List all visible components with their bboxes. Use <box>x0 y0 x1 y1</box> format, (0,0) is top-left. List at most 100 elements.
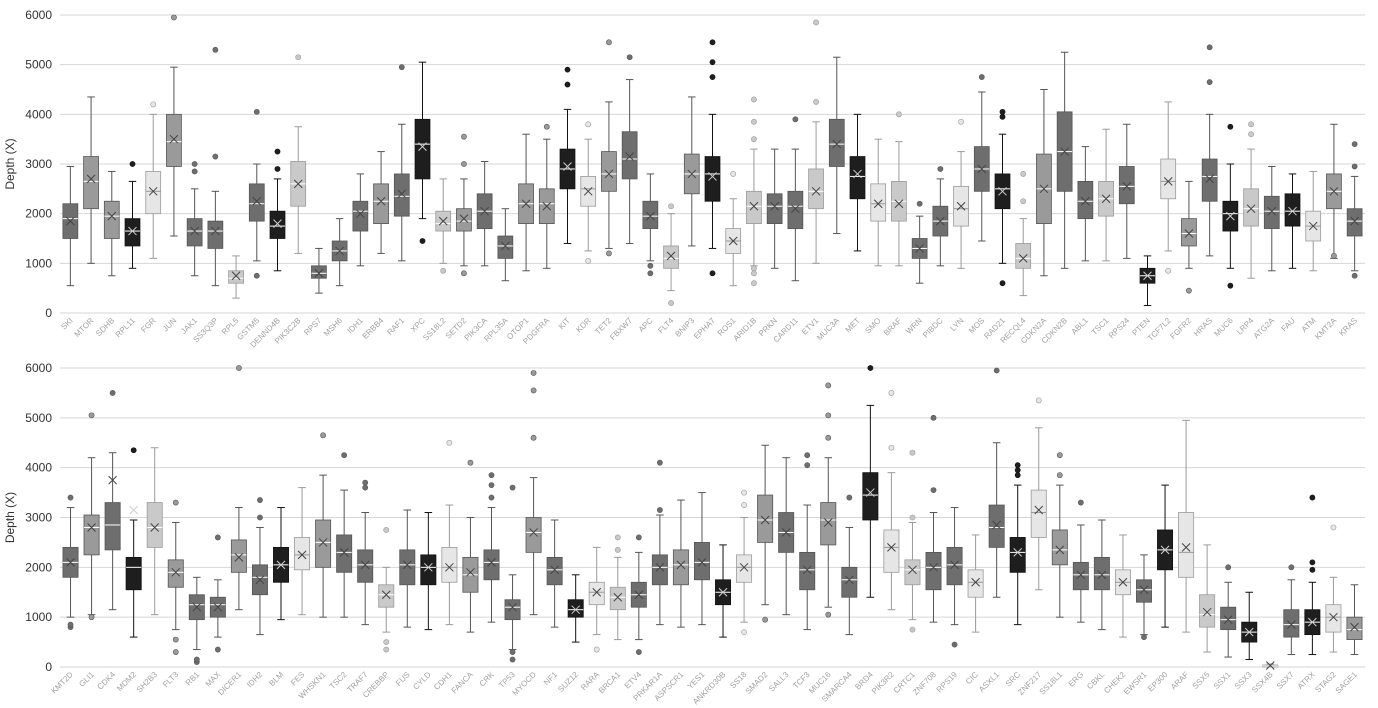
box-kmt2d <box>62 494 79 631</box>
x-tick-label: FLT3 <box>161 670 181 690</box>
outlier-point <box>488 494 495 501</box>
mean-marker <box>529 528 538 537</box>
mean-marker <box>542 201 552 211</box>
box-ss18 <box>736 489 753 636</box>
x-tick-label: EP300 <box>1146 670 1170 694</box>
x-tick-label: SDHB <box>94 316 116 338</box>
box-flt3 <box>167 499 184 655</box>
mean-marker <box>129 505 139 515</box>
outlier-point <box>383 646 390 653</box>
outlier-point <box>792 116 799 123</box>
outlier-point <box>916 200 923 207</box>
box-rad21 <box>994 108 1011 287</box>
outlier-point <box>1077 499 1084 506</box>
box-mos <box>973 74 990 242</box>
box-dicer1 <box>230 365 247 611</box>
box-iqr <box>167 559 184 588</box>
mean-marker <box>487 557 496 567</box>
outlier-point <box>440 267 447 274</box>
box-smo <box>870 138 887 267</box>
box-iqr <box>399 549 416 586</box>
box-iqr <box>787 190 804 229</box>
outlier-point <box>564 81 571 88</box>
x-tick-label: ARAF <box>1169 670 1191 692</box>
outlier-point <box>1330 524 1337 531</box>
box-ss3q3p <box>207 46 224 287</box>
box-iqr <box>125 556 142 591</box>
box-kit <box>559 66 576 244</box>
box-cdkn2b <box>1056 51 1073 269</box>
box-iqr <box>104 502 121 551</box>
box-pdgfra <box>538 123 555 269</box>
outlier-point <box>109 390 116 396</box>
box-kdr <box>580 121 597 264</box>
outlier-point <box>593 646 600 653</box>
outlier-point <box>1225 564 1232 571</box>
box-iqr <box>704 156 721 202</box>
box-kmt2a <box>1326 123 1342 259</box>
box-raf1 <box>393 64 410 262</box>
x-tick-label: APC <box>637 316 655 334</box>
box-iqr <box>1160 158 1177 200</box>
box-recql4 <box>1015 171 1032 297</box>
box-iqr <box>1243 188 1259 227</box>
box-flt4 <box>663 203 679 306</box>
mean-marker <box>276 560 286 570</box>
outlier-point <box>320 432 327 439</box>
box-brd4 <box>862 365 879 598</box>
outlier-point <box>813 19 819 26</box>
x-tick-label: SSX7 <box>1275 670 1296 691</box>
box-iqr <box>504 599 521 621</box>
box-met <box>849 113 866 252</box>
box-cbkl <box>1093 519 1110 631</box>
outlier-point <box>585 257 592 264</box>
box-iqr <box>567 599 584 618</box>
outlier-point <box>509 656 516 663</box>
mean-marker <box>708 172 717 181</box>
box-prkn <box>766 148 783 269</box>
box-iqr <box>609 586 626 611</box>
box-hras <box>1201 44 1218 257</box>
mean-marker <box>1143 271 1152 281</box>
box-iqr <box>145 171 162 215</box>
box-ss18l1 <box>1051 452 1068 618</box>
x-tick-label: RPL35A <box>482 316 510 344</box>
outlier-point <box>461 270 467 277</box>
box-yes1 <box>693 492 710 626</box>
box-chek2 <box>1114 534 1131 638</box>
box-whskn1 <box>315 432 332 618</box>
box-fbxw7 <box>621 54 638 244</box>
y-tick-label: 5000 <box>25 58 52 72</box>
outlier-point <box>846 494 853 501</box>
mean-marker <box>697 557 707 567</box>
box-iqr <box>1199 594 1216 628</box>
mean-marker <box>501 241 510 251</box>
outlier-point <box>930 414 937 421</box>
y-tick-label: 2000 <box>25 207 52 221</box>
outlier-point <box>467 459 474 466</box>
x-tick-label: CDK4 <box>96 670 118 692</box>
outlier-point <box>751 270 757 277</box>
outlier-point <box>530 387 537 394</box>
box-bnip3 <box>683 96 700 247</box>
mean-marker <box>1160 545 1170 555</box>
x-tick-label: ATG2A <box>1252 316 1277 341</box>
x-tick-label: KMT2D <box>49 670 75 696</box>
box-etv4 <box>630 534 647 655</box>
box-fgfr2 <box>1181 180 1197 294</box>
box-iqr <box>946 547 963 586</box>
mean-marker <box>231 271 241 281</box>
mean-marker <box>466 567 475 577</box>
y-tick-label: 6000 <box>25 361 52 375</box>
outlier-point <box>274 166 281 172</box>
outlier-point <box>1248 121 1254 128</box>
box-iqr <box>483 549 500 581</box>
mean-marker <box>1101 194 1111 204</box>
mean-marker <box>1350 622 1359 632</box>
outlier-point <box>1020 171 1027 177</box>
mean-marker <box>832 139 842 149</box>
outlier-point <box>1014 472 1021 479</box>
box-pten <box>1139 255 1156 307</box>
mean-marker <box>356 209 365 219</box>
x-tick-label: SSX1 <box>1212 670 1233 691</box>
